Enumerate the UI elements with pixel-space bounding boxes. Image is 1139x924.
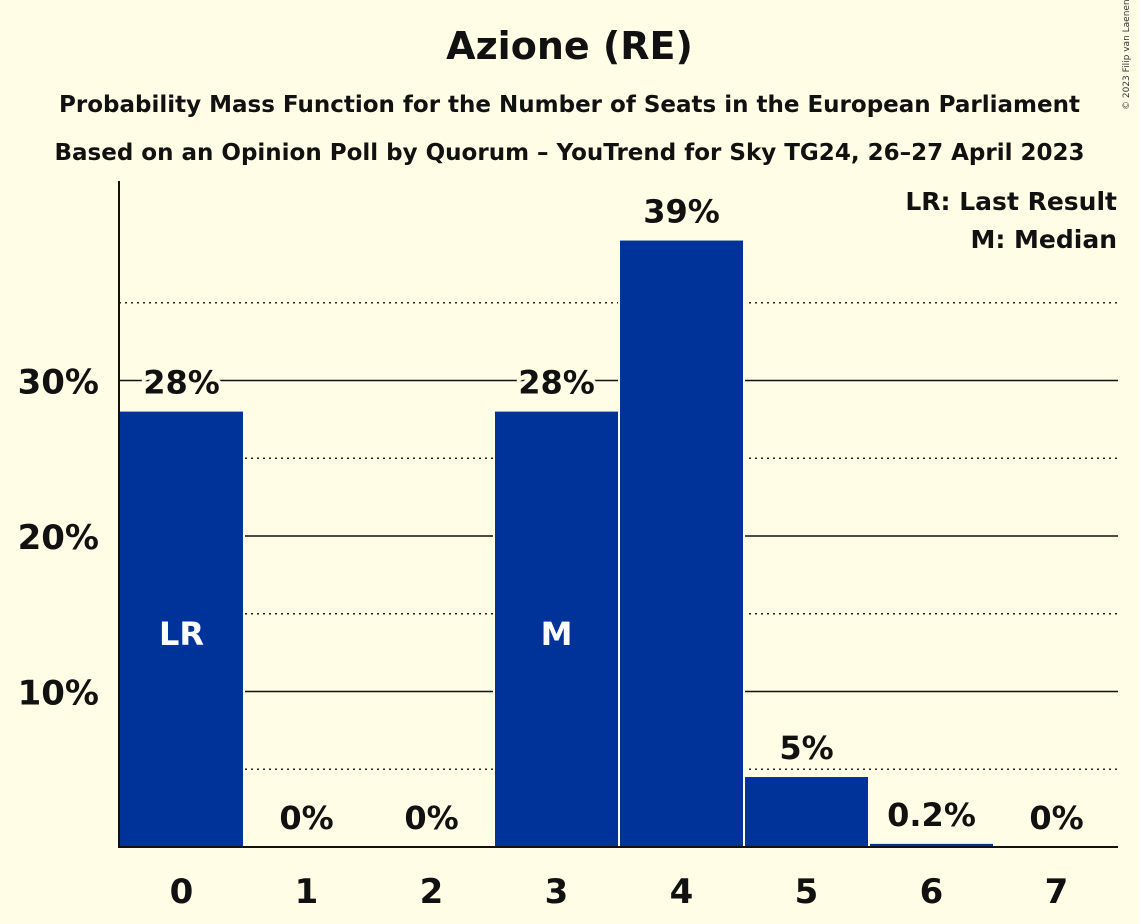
bar (495, 411, 618, 847)
bar-value-label: 5% (779, 729, 833, 767)
x-tick-label: 1 (295, 872, 319, 912)
x-tick-label: 4 (670, 872, 694, 912)
x-tick-label: 3 (545, 872, 569, 912)
bar (745, 777, 868, 847)
bar-value-label: 28% (143, 364, 220, 402)
legend-entry: LR: Last Result (905, 187, 1117, 216)
chart-subtitle-source: Based on an Opinion Poll by Quorum – You… (54, 140, 1085, 166)
x-tick-label: 0 (170, 872, 194, 912)
bar (870, 843, 993, 847)
chart-title: Azione (RE) (446, 24, 693, 68)
x-tick-label: 7 (1045, 872, 1069, 912)
bar-value-label: 39% (643, 193, 720, 231)
y-tick-label: 30% (18, 363, 99, 403)
bar-value-label: 28% (518, 364, 595, 402)
y-tick-label: 20% (18, 518, 99, 558)
legend-entry: M: Median (970, 225, 1117, 254)
bar-value-label: 0% (279, 799, 333, 837)
chart-subtitle: Probability Mass Function for the Number… (59, 92, 1080, 118)
bar-marker-label: LR (159, 615, 204, 653)
bar-value-label: 0% (1029, 799, 1083, 837)
bar (120, 411, 243, 847)
bar-value-label: 0% (404, 799, 458, 837)
bar-value-label: 0.2% (887, 796, 976, 834)
bar-marker-label: M (541, 615, 573, 653)
x-tick-label: 2 (420, 872, 444, 912)
y-tick-label: 10% (18, 674, 99, 714)
x-tick-label: 5 (795, 872, 819, 912)
x-tick-label: 6 (920, 872, 944, 912)
bar (620, 240, 743, 848)
